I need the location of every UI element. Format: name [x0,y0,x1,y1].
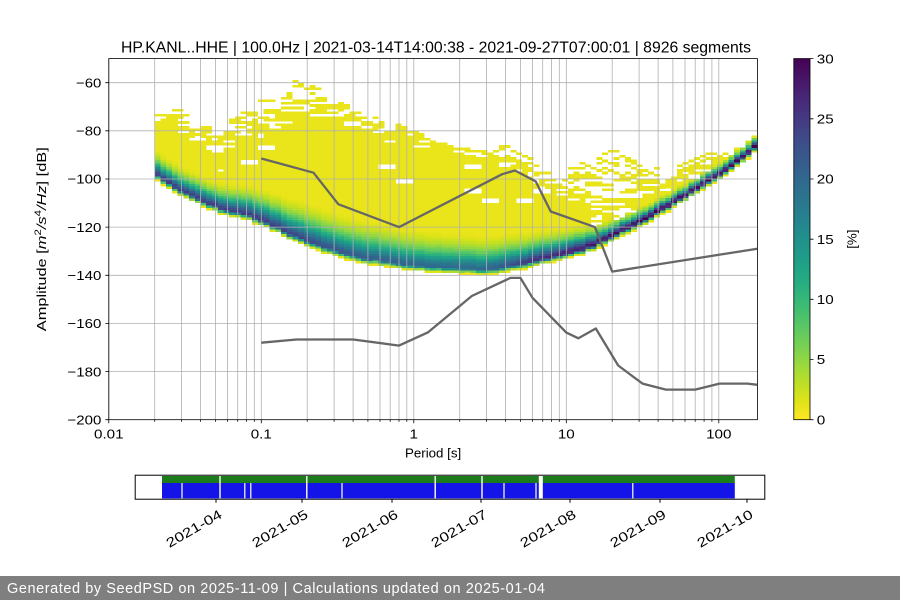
svg-text:25: 25 [817,112,834,127]
svg-text:0.01: 0.01 [94,427,124,442]
svg-text:Amplitude [m2/s4/Hz] [dB]: Amplitude [m2/s4/Hz] [dB] [33,147,49,331]
svg-text:Generated by SeedPSD on 2025-1: Generated by SeedPSD on 2025-11-09 | Cal… [7,581,545,597]
svg-text:−80: −80 [76,124,101,139]
svg-text:−60: −60 [76,75,101,90]
svg-text:30: 30 [817,51,834,66]
svg-text:1: 1 [410,427,419,442]
svg-text:−200: −200 [68,412,102,427]
svg-text:−140: −140 [68,268,102,283]
svg-text:10: 10 [817,292,834,307]
svg-text:Period [s]: Period [s] [405,445,461,460]
svg-text:5: 5 [817,352,826,367]
svg-text:10: 10 [558,427,575,442]
svg-text:[%]: [%] [845,230,860,249]
svg-text:HP.KANL..HHE | 100.0Hz | 2021-: HP.KANL..HHE | 100.0Hz | 2021-03-14T14:0… [121,40,751,57]
svg-text:−180: −180 [68,364,102,379]
svg-text:15: 15 [817,232,834,247]
svg-text:−100: −100 [68,172,102,187]
svg-text:−160: −160 [68,316,102,331]
svg-text:0.1: 0.1 [251,427,272,442]
svg-text:20: 20 [817,172,834,187]
svg-text:100: 100 [706,427,731,442]
svg-text:0: 0 [817,412,826,427]
svg-text:−120: −120 [68,220,102,235]
